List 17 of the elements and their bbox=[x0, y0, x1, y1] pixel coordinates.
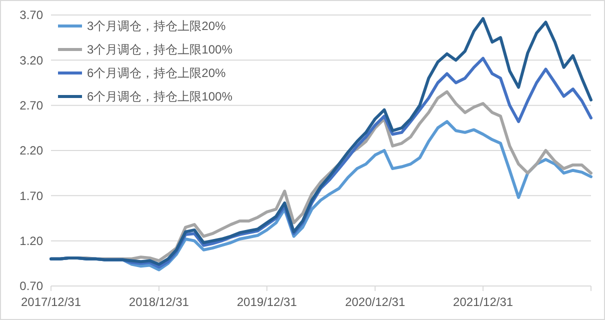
x-tick-label: 2018/12/31 bbox=[128, 295, 190, 309]
y-tick-label: 0.70 bbox=[20, 279, 44, 294]
legend-label: 3个月调仓，持仓上限20% bbox=[87, 19, 226, 34]
y-tick-label: 1.20 bbox=[20, 234, 44, 248]
legend-label: 6个月调仓，持仓上限100% bbox=[87, 90, 233, 104]
y-tick-label: 2.70 bbox=[20, 98, 44, 113]
line-series bbox=[50, 17, 592, 266]
x-tick-label: 2019/12/31 bbox=[236, 295, 298, 309]
y-tick-label: 1.70 bbox=[20, 188, 44, 203]
legend-label: 6个月调仓，持仓上限20% bbox=[87, 66, 226, 80]
y-tick-label: 2.20 bbox=[20, 144, 44, 158]
x-tick-label: 2021/12/31 bbox=[453, 295, 514, 309]
x-tick-label: 2020/12/31 bbox=[345, 295, 406, 309]
x-tick-label: 2017/12/31 bbox=[20, 295, 82, 309]
y-tick-label: 3.70 bbox=[20, 8, 44, 22]
y-tick-label: 3.20 bbox=[20, 53, 44, 68]
legend-label: 3个月调仓，持仓上限100% bbox=[87, 42, 233, 57]
